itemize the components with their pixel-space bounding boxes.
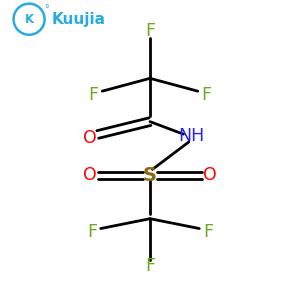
Text: F: F <box>87 223 97 241</box>
Text: O: O <box>83 167 97 184</box>
Text: F: F <box>202 86 212 104</box>
Text: Kuujia: Kuujia <box>52 12 106 27</box>
Text: K: K <box>25 13 34 26</box>
Text: O: O <box>203 167 217 184</box>
Text: F: F <box>145 257 155 275</box>
Text: S: S <box>143 166 157 185</box>
Text: F: F <box>203 223 213 241</box>
Text: NH: NH <box>179 127 205 145</box>
Text: °: ° <box>44 4 49 14</box>
Text: F: F <box>145 22 155 40</box>
Text: O: O <box>83 129 97 147</box>
Text: F: F <box>88 86 98 104</box>
